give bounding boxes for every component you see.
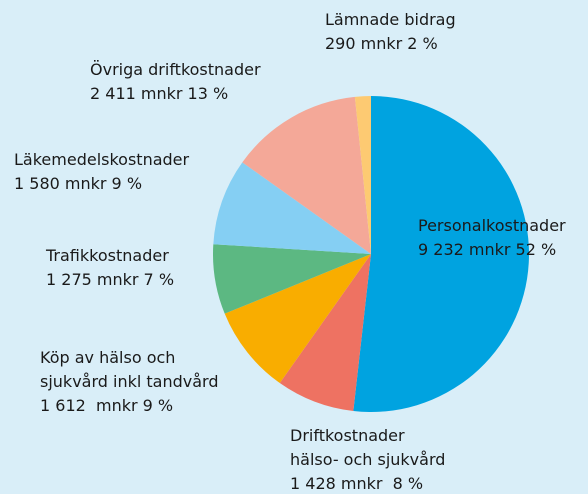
value-label: 1 612 mnkr 9 % (40, 396, 174, 415)
category-name: Lämnade bidrag (325, 10, 456, 29)
value-label: 1 428 mnkr 8 % (290, 474, 424, 493)
value-label: 290 mnkr 2 % (325, 34, 438, 53)
slice-label: Lämnade bidrag 290 mnkr 2 % (325, 8, 456, 56)
pie-slice (213, 244, 371, 314)
slice-label: Trafikkostnader 1 275 mnkr 7 % (46, 244, 174, 292)
category-name: Trafikkostnader (46, 246, 169, 265)
pie-slice (353, 96, 529, 412)
value-label: 1 275 mnkr 7 % (46, 270, 175, 289)
category-name: Övriga driftkostnader (90, 60, 261, 79)
pie-slice (279, 254, 371, 412)
value-label: 2 411 mnkr 13 % (90, 84, 229, 103)
pie-slice (354, 96, 371, 254)
slice-label: Driftkostnader hälso- och sjukvård 1 428 … (290, 424, 445, 494)
category-name: Driftkostnader hälso- och sjukvård (290, 426, 446, 469)
value-label: 1 580 mnkr 9 % (14, 174, 143, 193)
pie-slice (213, 162, 371, 254)
slice-label: Personalkostnader 9 232 mnkr 52 % (418, 214, 566, 262)
value-label: 9 232 mnkr 52 % (418, 240, 557, 259)
pie-slice (242, 96, 371, 254)
slice-label: Övriga driftkostnader 2 411 mnkr 13 % (90, 58, 261, 106)
category-name: Läkemedelskostnader (14, 150, 190, 169)
pie-slice (224, 254, 371, 384)
category-name: Personalkostnader (418, 216, 566, 235)
slice-label: Läkemedelskostnader 1 580 mnkr 9 % (14, 148, 189, 196)
slice-label: Köp av hälso och sjukvård inkl tandvård 1… (40, 346, 218, 418)
category-name: Köp av hälso och sjukvård inkl tandvård (40, 348, 219, 391)
